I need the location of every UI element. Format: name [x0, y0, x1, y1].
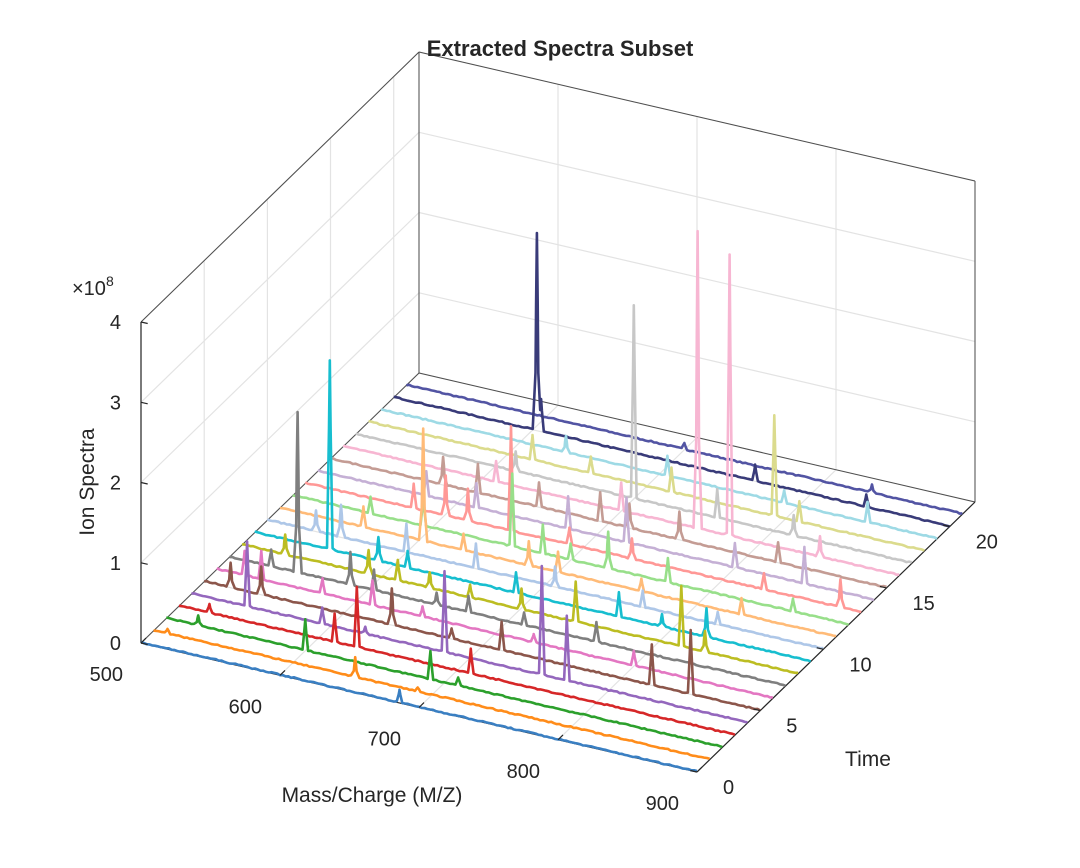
y-tick-label: 5: [786, 716, 797, 738]
exponent-power: 8: [106, 273, 114, 289]
spectrum-line-t8: [241, 533, 799, 675]
spectrum-line-t15: [330, 455, 887, 589]
x-tick-label: 600: [229, 696, 262, 718]
spectrum-line-t21: [406, 383, 963, 515]
z-tick-mark: [140, 642, 148, 646]
spectrum-line-t2: [166, 614, 723, 749]
series-layer: [140, 229, 963, 773]
x-tick-mark: [418, 702, 425, 708]
floor-gridline-x: [418, 437, 698, 708]
spectrum-line-t1: [153, 627, 710, 761]
box-edge: [140, 51, 420, 323]
exponent-base: ×10: [72, 278, 106, 300]
spectrum-line-t19: [380, 408, 938, 540]
z-tick-label: 3: [110, 392, 121, 414]
y-tick-label: 0: [723, 777, 734, 799]
sidewall-gridline-z: [140, 131, 420, 403]
spectrum-line-t7: [229, 410, 786, 687]
z-tick-label: 4: [110, 312, 121, 334]
spectrum-line-t5: [204, 561, 761, 712]
z-axis-exponent: ×108: [72, 273, 114, 300]
x-tick-label: 800: [507, 761, 540, 783]
y-tick-mark: [816, 647, 824, 650]
spectrum-line-t12: [292, 472, 849, 626]
y-tick-label: 10: [849, 654, 871, 676]
x-tick-label: 500: [90, 664, 123, 686]
z-tick-mark: [140, 562, 148, 565]
sidewall-gridline-z: [140, 292, 420, 564]
x-tick-label: 900: [646, 793, 679, 815]
x-tick-mark: [696, 766, 703, 773]
x-tick-mark: [140, 637, 147, 644]
x-tick-label: 700: [368, 729, 401, 751]
spectrum-line-t3: [178, 585, 736, 736]
x-axis-label: Mass/Charge (M/Z): [282, 784, 463, 807]
y-axis-label: Time: [845, 748, 891, 771]
z-tick-label: 0: [110, 633, 121, 655]
z-tick-label: 1: [110, 553, 121, 575]
z-tick-mark: [140, 481, 148, 485]
y-tick-mark: [879, 585, 887, 589]
backwall-gridline-z: [418, 131, 976, 262]
y-axis-line: [696, 501, 976, 773]
spectrum-line-t13: [304, 425, 862, 614]
z-tick-mark: [140, 401, 148, 405]
spectrum-line-t6: [216, 549, 773, 699]
z-tick-label: 2: [110, 473, 121, 495]
y-tick-mark: [753, 708, 761, 712]
spectrum-line-t14: [317, 468, 875, 602]
y-tick-mark: [690, 769, 698, 773]
box-edge: [418, 51, 976, 182]
spectrum-line-t11: [279, 427, 837, 638]
y-tick-mark: [942, 524, 950, 528]
spectrum-line-t4: [191, 540, 748, 724]
spectrum-line-t18: [368, 414, 926, 552]
tick-layer: 500 600 700 800 900 0 5 10 15 20 0 1 2 3 4: [90, 312, 998, 815]
sidewall-gridline-z: [140, 212, 420, 483]
y-tick-label: 20: [976, 532, 998, 554]
z-axis-label: Ion Spectra: [76, 428, 99, 536]
y-tick-label: 15: [913, 593, 935, 615]
spectrum-line-t0: [140, 640, 698, 773]
chart-title: Extracted Spectra Subset: [427, 36, 694, 61]
z-tick-mark: [140, 321, 148, 325]
spectrum-line-t20: [393, 231, 951, 528]
spectrum-line-t10: [266, 503, 824, 650]
x-tick-mark: [279, 669, 286, 676]
spectrum-line-t17: [355, 304, 913, 564]
spectrum-line-t9: [254, 359, 812, 663]
x-tick-mark: [557, 734, 564, 741]
